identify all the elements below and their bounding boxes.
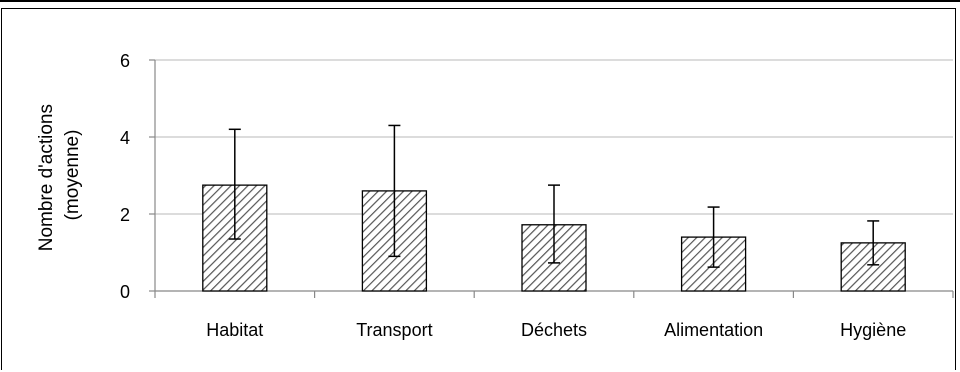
top-border (0, 0, 960, 2)
y-axis-title-line-1: Nombre d'actions (36, 104, 57, 251)
x-category-label: Hygiène (840, 320, 906, 340)
error-bars (228, 124, 880, 268)
y-tick-label: 6 (120, 51, 130, 71)
x-category-label: Déchets (521, 320, 587, 340)
x-category-label: Transport (356, 320, 432, 340)
tick-labels: 0 2 4 6 Habitat Transport Déchets Alimentation H… (120, 51, 906, 340)
chart-frame (1, 8, 956, 370)
y-tick-label: 2 (120, 205, 130, 225)
y-axis-title-line-2: (moyenne) (62, 130, 83, 221)
x-category-label: Habitat (206, 320, 263, 340)
y-tick-label: 0 (120, 282, 130, 302)
y-axis-title: Nombre d'actions (moyenne) (36, 99, 83, 252)
x-category-label: Alimentation (664, 320, 763, 340)
y-tick-label: 4 (120, 128, 130, 148)
